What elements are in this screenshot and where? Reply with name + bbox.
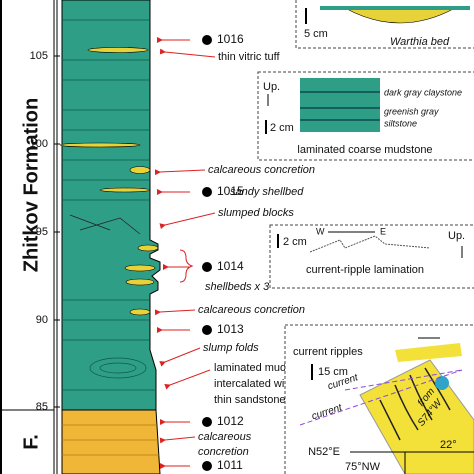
ripple-sketch <box>309 235 431 253</box>
scale-label: 15 cm <box>318 366 348 378</box>
depth-label: 95 <box>36 226 48 238</box>
unit-name: F. <box>20 434 42 450</box>
arrows <box>154 37 216 469</box>
laminae <box>300 91 380 121</box>
dip-dir-label: 75°NW <box>345 461 381 473</box>
up-label: Up. <box>448 230 465 242</box>
formation-name: Zhitkov Formation <box>20 98 42 272</box>
annotation: thin vitric tuff <box>218 51 280 63</box>
annotation: sandy shellbed <box>230 186 304 198</box>
current-direction <box>299 369 463 426</box>
annotation: laminated mudst. <box>214 362 298 374</box>
sand-lamination <box>62 424 159 456</box>
annotation: concretion <box>198 446 249 458</box>
sample-id: 1011 <box>217 458 243 472</box>
inset-box <box>269 224 474 289</box>
up-label: Up. <box>263 81 280 93</box>
lithology-label: dark gray claystone <box>384 87 462 97</box>
inset-caption: Warthia bed <box>390 36 450 48</box>
depth-label: 85 <box>36 401 48 413</box>
direction-label: W <box>316 226 325 236</box>
yellow-beds <box>59 47 159 316</box>
annotation: calcareous <box>198 431 252 443</box>
depth-label: 105 <box>30 50 48 62</box>
scale-label: 2 cm <box>270 122 294 134</box>
dip-label: 22° <box>440 439 457 451</box>
lamination <box>62 19 156 391</box>
annotation: calcareous concretion <box>198 304 305 316</box>
sample-dots <box>202 35 212 471</box>
mudstone-sample <box>300 78 380 132</box>
ripple-crests <box>379 367 451 441</box>
lithology-label: greenish gray <box>384 106 439 116</box>
annotation: slumped blocks <box>218 207 294 219</box>
annotation: calcareous concretion <box>208 164 315 176</box>
sample-id: 1012 <box>217 414 244 428</box>
sample-id: 1014 <box>217 259 244 273</box>
lithology-label: siltstone <box>384 118 417 128</box>
depth-ticks <box>54 55 60 408</box>
inset-caption: current ripples <box>293 346 363 358</box>
ripple-profile <box>395 343 462 362</box>
sample-id: 1016 <box>217 32 244 46</box>
scale-label: 2 cm <box>283 236 307 248</box>
strike-label: N52°E <box>308 446 340 458</box>
annotation: intercalated with <box>214 378 294 390</box>
annotation: thin sandstone <box>214 394 286 406</box>
scale-label: 5 cm <box>304 28 328 40</box>
compass <box>435 376 449 390</box>
depth-label: 90 <box>36 314 48 326</box>
direction-label: E <box>380 226 386 236</box>
sample-id: 1015 <box>217 184 244 198</box>
sandstone <box>61 409 161 474</box>
sample-id: 1013 <box>217 322 244 336</box>
inset-caption: laminated coarse mudstone <box>297 144 432 156</box>
inset-caption: current-ripple lamination <box>306 264 424 276</box>
bracket <box>179 249 194 283</box>
depth-label: 100 <box>30 138 48 150</box>
annotation: slump folds <box>203 342 259 354</box>
annotation: shellbeds x 3 <box>205 281 270 293</box>
current-direction <box>344 369 463 391</box>
mudstone-column <box>61 0 161 411</box>
